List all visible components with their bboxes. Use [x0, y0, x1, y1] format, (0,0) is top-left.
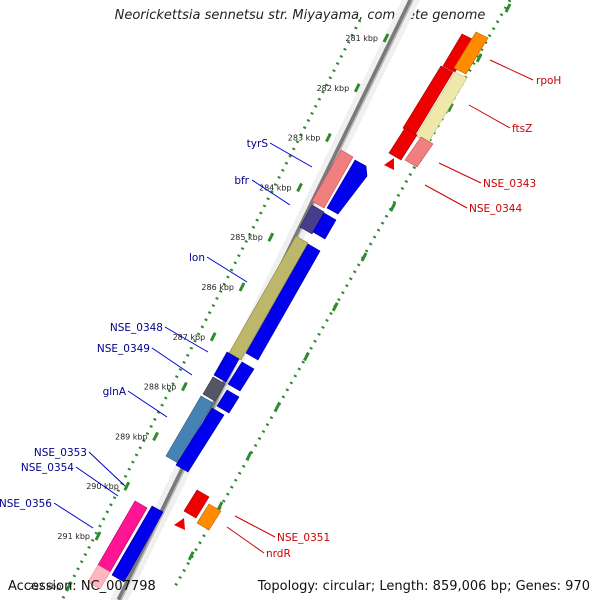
- arrow-fwd-5: [216, 389, 240, 414]
- tick-label: 291 kbp: [57, 532, 90, 541]
- label-nrdR[interactable]: nrdR: [266, 548, 291, 560]
- tick-label: 283 kbp: [288, 134, 321, 143]
- arrow-fwd-2: [312, 212, 337, 240]
- tick-mark-right: [389, 202, 397, 212]
- label-NSE_0356[interactable]: NSE_0356: [0, 498, 52, 510]
- gene-NSE_0356-light[interactable]: [87, 564, 111, 590]
- arrow-fwd-7: [111, 505, 164, 583]
- arrow-fwd-1: [326, 159, 368, 215]
- gene-NSE_0351[interactable]: [183, 489, 210, 519]
- arrow-fwd-4: [227, 361, 255, 392]
- gene-NSE_0348[interactable]: [213, 351, 240, 383]
- label-bfr[interactable]: bfr: [234, 175, 249, 187]
- tick-mark-right: [274, 401, 281, 412]
- arrow-fwd-3: [245, 243, 321, 361]
- tick-mark: [382, 33, 390, 43]
- tick-mark: [296, 182, 303, 193]
- tick-mark-right: [303, 351, 310, 362]
- tick-mark: [181, 381, 188, 392]
- tick-mark: [238, 282, 246, 292]
- tick-label: 286 kbp: [201, 283, 234, 292]
- tick-label: 290 kbp: [86, 482, 119, 491]
- genome-summary: Topology: circular; Length: 859,006 bp; …: [257, 579, 590, 594]
- label-tyrS[interactable]: tyrS: [247, 138, 269, 150]
- label-NSE_0343[interactable]: NSE_0343: [483, 178, 536, 190]
- gene-labels: tyrS bfr lon NSE_0348 NSE_0349 glnA NSE_…: [0, 75, 561, 560]
- tick-mark: [353, 83, 361, 93]
- label-NSE_0353[interactable]: NSE_0353: [34, 447, 87, 459]
- label-leaders: [53, 59, 534, 554]
- label-NSE_0351[interactable]: NSE_0351: [277, 532, 330, 544]
- gene-tyrS[interactable]: [311, 149, 354, 209]
- tick-dashes: [65, 3, 512, 591]
- reverse-genes: [174, 31, 489, 531]
- tick-mark: [209, 332, 217, 342]
- forward-genes: [87, 149, 368, 590]
- label-NSE_0354[interactable]: NSE_0354: [21, 462, 74, 474]
- label-NSE_0348[interactable]: NSE_0348: [110, 322, 163, 334]
- tick-label: 284 kbp: [259, 183, 292, 192]
- label-glnA[interactable]: glnA: [103, 386, 127, 398]
- tick-mark: [325, 132, 332, 143]
- tick-mark: [152, 431, 159, 442]
- label-NSE_0344[interactable]: NSE_0344: [469, 203, 522, 215]
- tick-mark-right: [475, 53, 483, 63]
- tick-labels: 281 kbp 282 kbp 283 kbp 284 kbp 285 kbp 286 k…: [29, 34, 378, 591]
- gene-NSE_0349[interactable]: [202, 376, 226, 402]
- tick-label: 292 kbp: [29, 582, 62, 591]
- tick-mark-right: [216, 501, 224, 511]
- arrowhead-NSE_0351: [174, 518, 185, 530]
- tick-mark: [94, 531, 102, 541]
- gene-lon[interactable]: [228, 235, 309, 361]
- tick-mark-right: [187, 551, 195, 561]
- accession-text: Accession: NC_007798: [8, 579, 156, 594]
- tick-mark-right: [331, 302, 339, 312]
- tick-mark-right: [245, 451, 253, 461]
- tick-label: 289 kbp: [115, 432, 148, 441]
- label-ftsZ[interactable]: ftsZ: [512, 123, 532, 135]
- arrowhead-NSE_0343: [384, 158, 394, 170]
- tick-label: 287 kbp: [173, 333, 206, 342]
- tick-mark-right: [447, 102, 454, 113]
- tick-label: 288 kbp: [144, 383, 177, 392]
- gene-NSE_0343[interactable]: [388, 127, 418, 161]
- tick-mark: [65, 581, 73, 591]
- tick-mark: [123, 481, 131, 491]
- gene-rpoH[interactable]: [453, 31, 489, 75]
- label-NSE_0349[interactable]: NSE_0349: [97, 343, 150, 355]
- tick-mark-right: [504, 3, 512, 13]
- gene-nrdR[interactable]: [196, 503, 222, 531]
- label-rpoH[interactable]: rpoH: [536, 75, 561, 87]
- arrow-fwd-6: [175, 407, 225, 473]
- gene-NSE_0344[interactable]: [404, 136, 434, 168]
- tick-label: 285 kbp: [230, 233, 263, 242]
- tick-mark-right: [360, 252, 368, 262]
- gene-bfr[interactable]: [299, 204, 325, 235]
- tick-label: 282 kbp: [317, 84, 350, 93]
- label-lon[interactable]: lon: [189, 252, 205, 264]
- tick-mark: [267, 232, 275, 242]
- tick-label: 281 kbp: [345, 34, 378, 43]
